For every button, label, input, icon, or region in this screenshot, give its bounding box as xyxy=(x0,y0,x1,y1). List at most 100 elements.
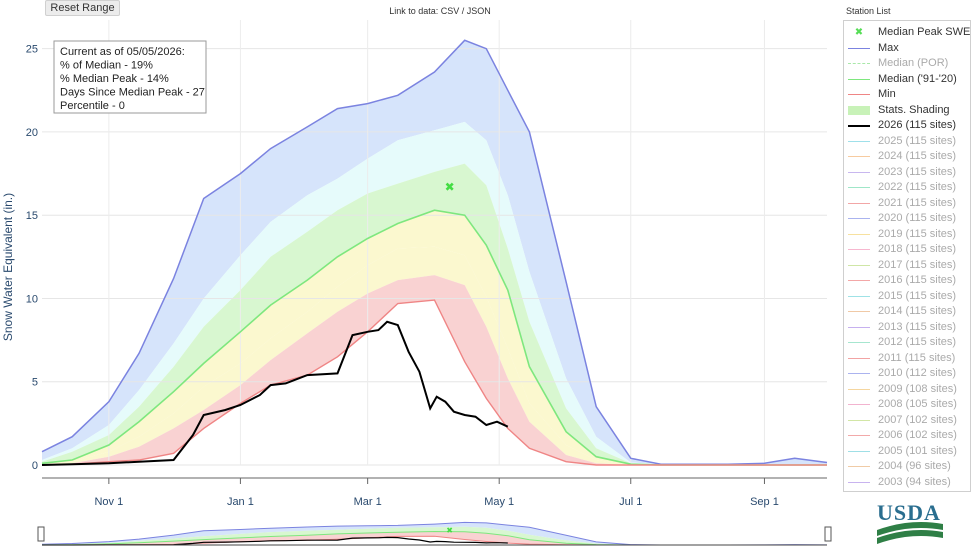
x-tick-label: May 1 xyxy=(484,496,514,508)
legend-label: 2015 (115 sites) xyxy=(878,289,957,302)
legend-item[interactable]: 2026 (115 sites) xyxy=(844,118,972,133)
legend-item[interactable]: 2019 (115 sites) xyxy=(844,227,972,242)
legend-symbol xyxy=(848,478,870,487)
min-line xyxy=(41,299,827,466)
legend-symbol xyxy=(848,59,870,68)
legend-item[interactable]: 2018 (115 sites) xyxy=(844,242,972,257)
nav-handle-right[interactable] xyxy=(824,526,832,542)
legend-item[interactable]: 2017 (115 sites) xyxy=(844,258,972,273)
reset-range-button[interactable]: Reset Range xyxy=(45,0,120,16)
legend-label: 2024 (115 sites) xyxy=(878,150,957,162)
data-link[interactable]: Link to data: CSV / JSON xyxy=(389,6,491,16)
legend-symbol xyxy=(848,323,870,332)
y-tick-label: 0 xyxy=(32,460,38,472)
legend-label: Median Peak SWE xyxy=(878,26,971,38)
legend-symbol xyxy=(848,245,870,254)
legend-symbol xyxy=(848,338,870,347)
legend-symbol xyxy=(848,121,870,130)
legend-item[interactable]: 2020 (115 sites) xyxy=(844,211,972,226)
legend-label: 2021 (115 sites) xyxy=(878,196,957,209)
legend-item[interactable]: 2024 (115 sites) xyxy=(844,149,972,164)
legend-item[interactable]: 2022 (115 sites) xyxy=(844,180,972,195)
usda-logo-text: USDA xyxy=(877,500,941,525)
legend-item[interactable]: 2011 (115 sites) xyxy=(844,351,972,366)
usda-logo: USDA xyxy=(875,500,945,548)
legend-item[interactable]: ✖ Median Peak SWE xyxy=(844,25,972,40)
legend-label: 2007 (102 sites) xyxy=(878,413,957,426)
legend-label: 2019 (115 sites) xyxy=(878,227,957,240)
legend-symbol xyxy=(848,369,870,378)
legend-item[interactable]: 2004 (96 sites) xyxy=(844,459,972,474)
legend-label: 2017 (115 sites) xyxy=(878,258,957,271)
legend-label: 2025 (115 sites) xyxy=(878,134,957,147)
legend-label: 2005 (101 sites) xyxy=(878,444,957,457)
y-tick-label: 25 xyxy=(26,44,38,56)
legend-item[interactable]: 2003 (94 sites) xyxy=(844,475,972,490)
legend-item[interactable]: Median (POR) xyxy=(844,56,972,71)
nav-handle-left[interactable] xyxy=(37,526,45,542)
legend-item[interactable]: 2005 (101 sites) xyxy=(844,444,972,459)
legend-label: 2013 (115 sites) xyxy=(878,320,957,333)
legend-item[interactable]: 2006 (102 sites) xyxy=(844,428,972,443)
legend-label: 2014 (115 sites) xyxy=(878,305,957,317)
legend-label: 2003 (94 sites) xyxy=(878,475,951,488)
legend-symbol xyxy=(848,261,870,270)
legend-item[interactable]: 2012 (115 sites) xyxy=(844,335,972,350)
legend-item[interactable]: 2007 (102 sites) xyxy=(844,413,972,428)
legend-item[interactable]: 2014 (115 sites) xyxy=(844,304,972,319)
legend-symbol xyxy=(848,431,870,440)
legend-item[interactable]: 2009 (108 sites) xyxy=(844,382,972,397)
legend-item[interactable]: 2021 (115 sites) xyxy=(844,196,972,211)
info-box-line: % of Median - 19% xyxy=(60,60,153,72)
legend-symbol xyxy=(848,462,870,471)
y-tick-label: 5 xyxy=(32,377,38,389)
legend-symbol xyxy=(848,416,870,425)
legend: ✖ Median Peak SWE Max Median (POR) Median ('… xyxy=(843,20,971,492)
legend-item[interactable]: 2008 (105 sites) xyxy=(844,397,972,412)
legend-label: 2004 (96 sites) xyxy=(878,460,951,472)
legend-item[interactable]: Min xyxy=(844,87,972,102)
legend-symbol xyxy=(848,44,870,53)
y-tick-label: 20 xyxy=(26,127,38,139)
legend-label: 2016 (115 sites) xyxy=(878,274,957,286)
legend-label: Stats. Shading xyxy=(878,103,950,116)
legend-item[interactable]: 2023 (115 sites) xyxy=(844,165,972,180)
legend-label: 2020 (115 sites) xyxy=(878,212,957,224)
legend-symbol: ✖ xyxy=(854,27,864,38)
usda-logo-waves xyxy=(877,522,943,544)
legend-symbol xyxy=(848,137,870,146)
legend-symbol xyxy=(848,447,870,456)
y-tick-label: 15 xyxy=(26,210,38,222)
info-box-line: Percentile - 0 xyxy=(60,100,125,112)
range-navigator[interactable]: ✖ xyxy=(37,521,832,546)
legend-item[interactable]: Stats. Shading xyxy=(844,103,972,118)
legend-label: Min xyxy=(878,88,896,100)
legend-symbol xyxy=(848,385,870,394)
legend-label: Max xyxy=(878,41,899,54)
legend-item[interactable]: Median ('91-'20) xyxy=(844,72,972,87)
info-box-line: % Median Peak - 14% xyxy=(60,73,169,85)
legend-item[interactable]: 2025 (115 sites) xyxy=(844,134,972,149)
legend-label: 2006 (102 sites) xyxy=(878,429,957,441)
stats-shading xyxy=(42,40,827,465)
shading-band-3 xyxy=(42,210,827,465)
legend-label: Median ('91-'20) xyxy=(878,72,957,85)
legend-item[interactable]: Max xyxy=(844,41,972,56)
legend-item[interactable]: 2015 (115 sites) xyxy=(844,289,972,304)
series-lines: ✖ xyxy=(41,39,828,466)
legend-label: 2008 (105 sites) xyxy=(878,398,957,410)
legend-item[interactable]: 2010 (112 sites) xyxy=(844,366,972,381)
legend-symbol xyxy=(848,307,870,316)
current-year-line xyxy=(41,320,509,466)
legend-item[interactable]: 2016 (115 sites) xyxy=(844,273,972,288)
legend-item[interactable]: 2013 (115 sites) xyxy=(844,320,972,335)
legend-symbol xyxy=(848,400,870,409)
y-tick-label: 10 xyxy=(26,293,38,305)
nav-band-0 xyxy=(42,522,827,545)
legend-symbol xyxy=(848,199,870,208)
x-tick-label: Nov 1 xyxy=(94,496,123,508)
y-axis-label: Snow Water Equivalent (in.) xyxy=(1,193,15,341)
legend-label: 2012 (115 sites) xyxy=(878,336,957,348)
legend-symbol xyxy=(848,183,870,192)
